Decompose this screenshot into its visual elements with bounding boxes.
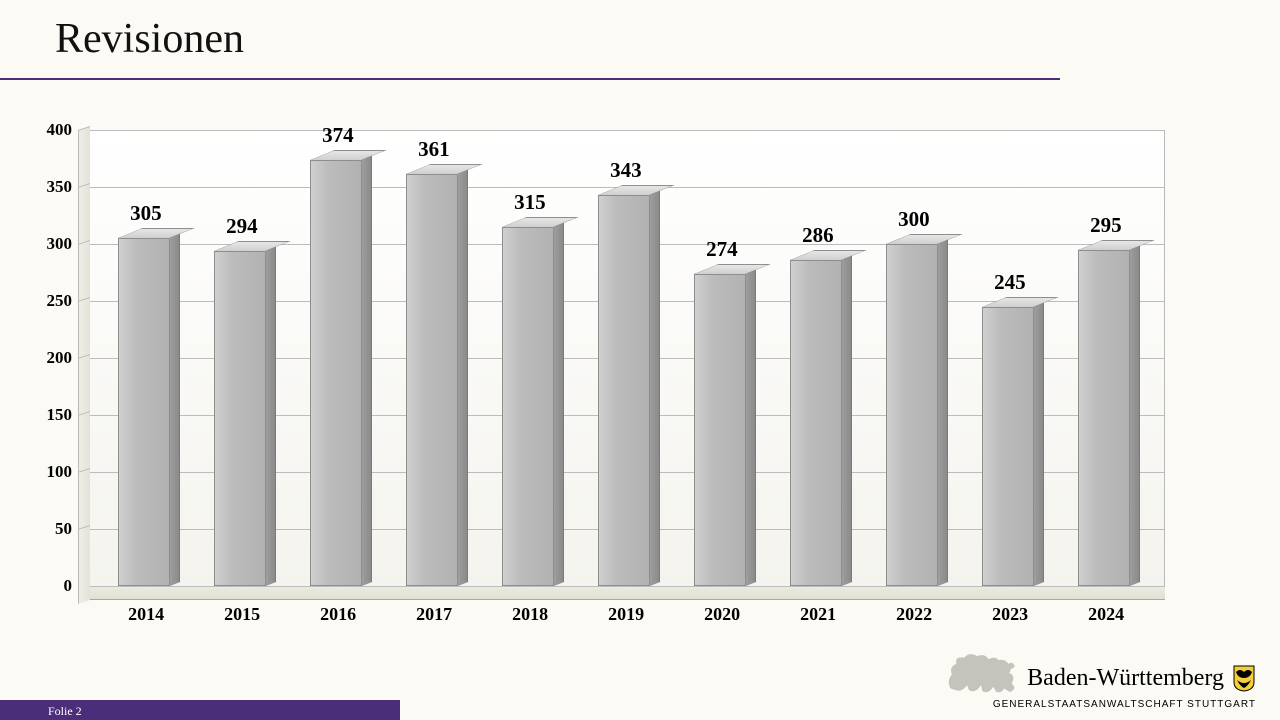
bar-value-label: 374 [322,123,354,148]
y-axis-wall [78,126,90,604]
bar: 3432019 [598,195,650,586]
x-category-label: 2017 [416,604,452,625]
x-category-label: 2018 [512,604,548,625]
bar: 3152018 [502,227,554,586]
bar: 3052014 [118,238,170,586]
brand-text: Baden-Württemberg [1027,665,1224,692]
x-category-label: 2019 [608,604,644,625]
y-tick-label: 0 [64,576,73,596]
bar: 3612017 [406,174,458,586]
bar-value-label: 245 [994,270,1026,295]
bar-value-label: 286 [802,223,834,248]
sub-brand-label: GENERALSTAATSANWALTSCHAFT STUTTGART [993,699,1256,710]
y-tick-label: 100 [47,462,73,482]
bar-value-label: 300 [898,207,930,232]
y-tick-label: 150 [47,405,73,425]
title-underline [0,78,1060,80]
bar-value-label: 315 [514,190,546,215]
bar-value-label: 361 [418,137,450,162]
x-category-label: 2024 [1088,604,1124,625]
crest-icon [1232,664,1256,692]
bar: 2452023 [982,307,1034,586]
bar: 3002022 [886,244,938,586]
bar: 2952024 [1078,250,1130,586]
bar-value-label: 294 [226,214,258,239]
y-tick-label: 250 [47,291,73,311]
chart-floor [90,586,1165,600]
y-tick-label: 200 [47,348,73,368]
lion-watermark-icon [942,650,1020,696]
y-tick-label: 400 [47,120,73,140]
bar: 2742020 [694,274,746,586]
bar: 3742016 [310,160,362,586]
x-category-label: 2023 [992,604,1028,625]
x-category-label: 2014 [128,604,164,625]
x-category-label: 2020 [704,604,740,625]
y-tick-label: 350 [47,177,73,197]
x-category-label: 2015 [224,604,260,625]
y-tick-label: 50 [55,519,72,539]
y-tick-label: 300 [47,234,73,254]
gridline [90,130,1165,131]
brand-label: Baden-Württemberg [1027,664,1256,692]
slide-number: Folie 2 [48,704,82,719]
bar: 2862021 [790,260,842,586]
bar-value-label: 274 [706,237,738,262]
x-category-label: 2016 [320,604,356,625]
bar-value-label: 305 [130,201,162,226]
revisions-bar-chart: 0501001502002503003504003052014294201537… [20,110,1180,640]
page-title: Revisionen [55,15,244,63]
x-category-label: 2021 [800,604,836,625]
bar-value-label: 343 [610,158,642,183]
bar-value-label: 295 [1090,213,1122,238]
bar: 2942015 [214,251,266,586]
plot-area: 0501001502002503003504003052014294201537… [90,130,1165,600]
x-category-label: 2022 [896,604,932,625]
